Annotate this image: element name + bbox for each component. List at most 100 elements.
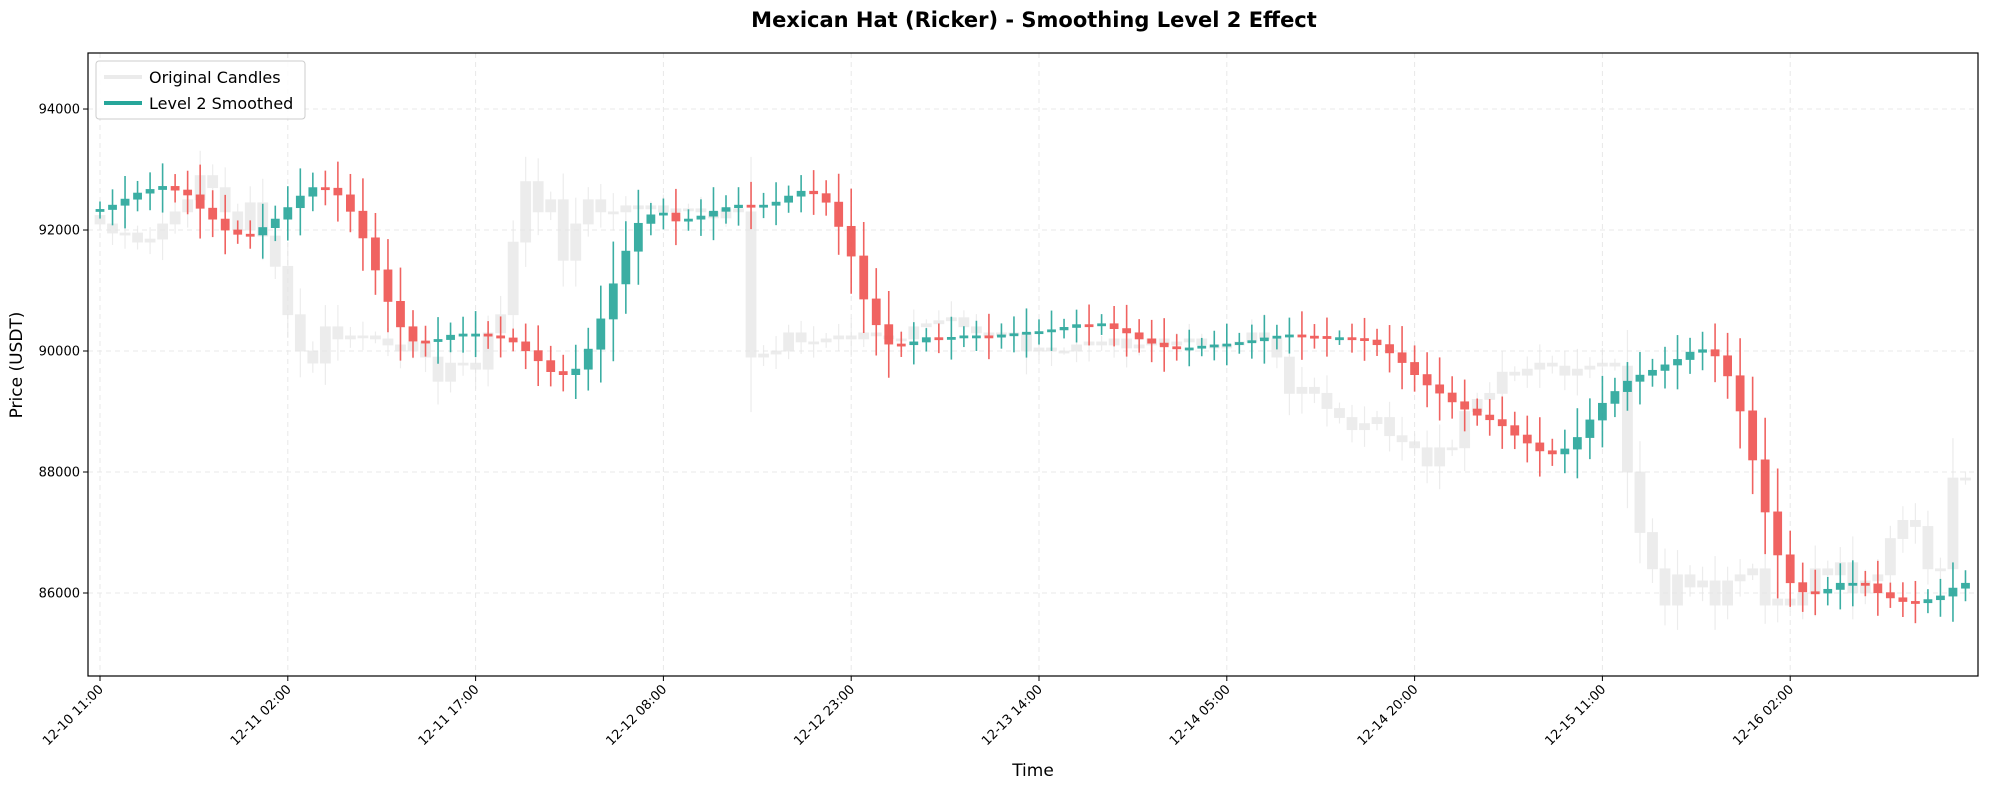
original-candle xyxy=(1747,563,1759,580)
candle-body xyxy=(396,301,405,328)
smoothed-candle xyxy=(809,170,819,215)
original-candle xyxy=(1396,416,1408,461)
candle-body xyxy=(421,340,430,344)
original-candle xyxy=(1609,358,1621,371)
smoothed-candles xyxy=(95,161,1970,624)
candle-body xyxy=(545,199,557,213)
candle-body xyxy=(846,225,856,257)
original-candle xyxy=(820,333,832,348)
original-candle xyxy=(1509,366,1521,382)
candle-body xyxy=(1484,392,1496,400)
smoothed-candle xyxy=(1748,376,1758,495)
candle-body xyxy=(621,250,631,285)
candle-body xyxy=(357,335,369,339)
original-candles xyxy=(94,150,1971,630)
x-tick-label: 12-12 08:00 xyxy=(603,682,670,749)
candle-body xyxy=(646,214,656,224)
candle-body xyxy=(1296,386,1308,394)
smoothed-candle xyxy=(759,192,768,219)
original-candle xyxy=(1334,402,1345,424)
candle-body xyxy=(1184,347,1194,351)
candle-body xyxy=(921,337,931,343)
candle-body xyxy=(1384,417,1395,437)
smoothed-candle xyxy=(1710,323,1720,383)
candle-body xyxy=(294,314,306,352)
candle-body xyxy=(671,212,681,222)
smoothed-candle xyxy=(1497,396,1507,449)
candle-body xyxy=(1773,511,1783,556)
smoothed-candle xyxy=(558,354,568,392)
smoothed-candle xyxy=(859,221,869,334)
candle-body xyxy=(308,187,318,197)
candle-body xyxy=(758,353,769,358)
candle-body xyxy=(1936,595,1945,601)
candle-body xyxy=(1848,582,1858,586)
smoothed-candle xyxy=(1848,560,1858,607)
original-candle xyxy=(1384,401,1395,452)
y-axis: 86000 88000 90000 92000 94000 xyxy=(39,103,88,601)
candle-body xyxy=(120,198,130,206)
original-candle xyxy=(1346,404,1358,443)
x-tick-label: 12-10 11:00 xyxy=(40,682,107,749)
candle-body xyxy=(909,341,919,346)
original-candle xyxy=(1321,375,1333,427)
candle-body xyxy=(1247,340,1257,344)
candle-body xyxy=(533,350,543,362)
original-candle xyxy=(582,187,594,237)
candle-body xyxy=(583,348,593,370)
candle-body xyxy=(307,350,319,364)
smoothed-candle xyxy=(308,172,318,212)
candle-body xyxy=(1697,580,1708,588)
candle-body xyxy=(1660,364,1670,371)
smoothed-candle xyxy=(709,187,718,241)
smoothed-candle xyxy=(333,161,343,222)
original-candle xyxy=(1647,518,1658,584)
candle-body xyxy=(1884,538,1896,576)
original-candle xyxy=(1684,565,1696,597)
smoothed-candle xyxy=(1572,408,1582,479)
candle-body xyxy=(195,194,205,209)
smoothed-candle xyxy=(383,239,393,333)
smoothed-candle xyxy=(633,189,643,285)
candle-body xyxy=(1321,392,1333,409)
smoothed-candle xyxy=(621,221,631,314)
candle-body xyxy=(1772,598,1784,606)
candle-body xyxy=(220,218,230,231)
smoothed-candle xyxy=(1122,304,1132,357)
candle-body xyxy=(532,181,544,213)
original-candle xyxy=(1534,344,1546,388)
candle-body xyxy=(997,334,1006,338)
candle-body xyxy=(696,215,706,220)
plot-frame xyxy=(87,52,1979,677)
smoothed-candle xyxy=(846,188,856,294)
original-candle xyxy=(344,326,356,348)
smoothed-candle xyxy=(1610,377,1620,418)
candle-body xyxy=(1034,331,1044,335)
smoothed-candle xyxy=(896,331,906,357)
smoothed-candle xyxy=(1472,398,1482,426)
x-tick-label: 12-11 02:00 xyxy=(228,682,295,749)
smoothed-candle xyxy=(1435,357,1445,421)
candle-body xyxy=(1922,526,1934,570)
original-candle xyxy=(808,326,820,358)
original-candle xyxy=(557,173,569,287)
candle-body xyxy=(358,210,368,239)
candle-body xyxy=(208,207,218,220)
candle-body xyxy=(383,269,393,302)
original-candle xyxy=(758,345,769,366)
candle-body xyxy=(108,204,117,210)
smoothed-candle xyxy=(546,345,556,387)
original-candle xyxy=(332,305,344,361)
candle-body xyxy=(1672,574,1683,606)
original-candle xyxy=(1434,424,1446,490)
smoothed-candle xyxy=(921,328,931,352)
smoothed-candle xyxy=(1522,415,1532,463)
x-axis-title: Time xyxy=(1011,761,1054,781)
candle-body xyxy=(820,338,832,343)
x-tick-label: 12-11 17:00 xyxy=(416,682,483,749)
candle-body xyxy=(1097,323,1106,327)
candle-body xyxy=(1584,365,1596,370)
smoothed-candle xyxy=(871,268,881,356)
smoothed-candle xyxy=(95,201,105,219)
